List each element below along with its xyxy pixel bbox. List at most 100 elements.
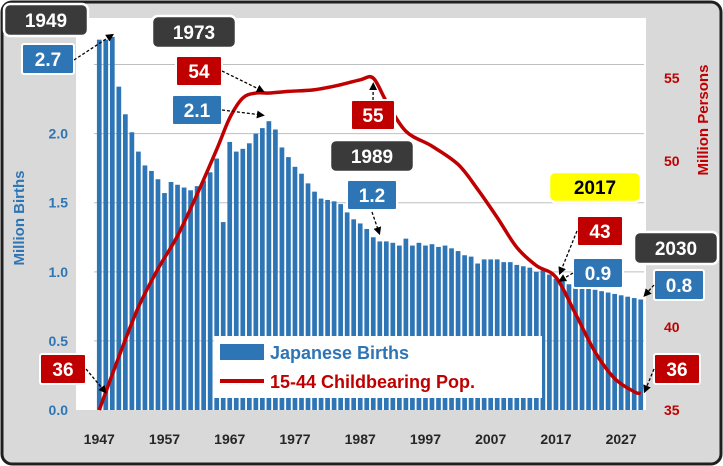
bar	[136, 151, 141, 410]
bar	[260, 128, 265, 411]
bar	[468, 256, 474, 410]
bar	[455, 251, 461, 410]
bar	[266, 121, 272, 410]
bar	[220, 222, 226, 410]
bar	[149, 170, 154, 410]
bar	[227, 141, 233, 410]
bar	[273, 129, 278, 410]
bar	[168, 182, 174, 410]
y-right-tick-label: 50	[664, 153, 680, 169]
bar	[566, 284, 572, 410]
bar	[155, 179, 161, 410]
callout-arrow	[643, 284, 655, 297]
bar	[318, 198, 324, 410]
callout-label: 1973	[173, 23, 215, 44]
bar	[599, 291, 604, 410]
callout-label: 54	[188, 62, 210, 83]
bar	[305, 183, 311, 410]
bar	[370, 237, 376, 410]
bar	[494, 259, 500, 410]
bar	[364, 228, 370, 410]
bar	[488, 259, 494, 410]
x-tick-label: 1997	[410, 431, 441, 447]
bar	[181, 187, 187, 410]
bar	[175, 184, 180, 410]
x-tick-label: 2007	[475, 431, 506, 447]
bar	[194, 186, 200, 410]
bar	[96, 39, 102, 410]
callout-label: 1989	[351, 147, 393, 168]
callout-label: 36	[666, 360, 687, 381]
bar	[436, 246, 441, 410]
bar	[351, 219, 357, 410]
bar	[383, 241, 389, 410]
callout-box	[21, 43, 75, 75]
callout-arrow	[85, 368, 107, 394]
callout-arrow	[558, 230, 578, 276]
callout-label: 2.1	[184, 101, 211, 122]
bar	[162, 193, 167, 410]
bar	[286, 157, 291, 410]
bar	[429, 244, 435, 410]
bar	[299, 173, 304, 410]
callout-label: 1.2	[359, 186, 385, 207]
x-tick-label: 1947	[84, 431, 115, 447]
y-left-tick-label: 1.0	[49, 264, 69, 280]
bar	[233, 151, 239, 410]
callouts: 1949 2.7 1973 54 2.1 55 1989 1.2 2017 43 0.9 2030 0.…	[2, 2, 720, 394]
legend-swatch-bar	[220, 344, 264, 360]
bar	[123, 114, 128, 411]
bar	[416, 242, 422, 410]
legend-label: Japanese Births	[270, 343, 409, 363]
y-right-axis-title: Million Persons	[695, 65, 712, 176]
callout-arrow	[221, 109, 265, 119]
y-left-tick-label: 2.0	[49, 126, 69, 142]
bar	[344, 212, 350, 410]
bar	[403, 238, 409, 410]
x-tick-label: 1967	[214, 431, 245, 447]
axes: 0.00.51.01.52.02.53540455055194719571967…	[11, 57, 712, 447]
bar	[103, 39, 109, 410]
bar	[618, 295, 624, 410]
y-left-tick-label: 1.5	[49, 195, 69, 211]
bar	[207, 172, 213, 410]
bar	[547, 274, 552, 410]
callout-label: 0.9	[585, 264, 611, 285]
bar	[553, 278, 559, 410]
bar	[442, 245, 448, 410]
legend-label: 15-44 Childbearing Pop.	[270, 372, 475, 392]
callout-box	[632, 230, 720, 266]
bar	[116, 86, 122, 411]
bar	[338, 204, 343, 410]
callout-label: 2017	[574, 178, 616, 199]
bar	[540, 270, 546, 410]
bar	[390, 242, 396, 410]
bar	[129, 132, 135, 410]
callout-label: 55	[362, 106, 384, 127]
bar	[410, 245, 415, 410]
bar	[625, 296, 631, 410]
y-right-tick-label: 35	[664, 402, 680, 418]
bar-series	[96, 36, 644, 411]
bar	[397, 245, 402, 410]
x-tick-label: 2027	[606, 431, 637, 447]
bar	[462, 255, 467, 410]
legend: Japanese Births 15-44 Childbearing Pop.	[214, 336, 542, 398]
bar	[312, 191, 317, 410]
bar	[423, 245, 428, 410]
callout-arrow	[558, 272, 574, 282]
bar	[331, 201, 337, 410]
bar	[214, 158, 220, 410]
x-tick-label: 1977	[279, 431, 310, 447]
callout-box	[328, 138, 416, 174]
x-tick-label: 1987	[345, 431, 376, 447]
callout-arrow	[643, 368, 655, 394]
callout-arrow	[371, 211, 382, 236]
bar	[201, 180, 206, 410]
y-left-tick-label: 0.0	[49, 402, 69, 418]
callout-label: 43	[589, 222, 610, 243]
callout-box	[346, 179, 398, 211]
bar	[377, 241, 383, 410]
callout-box	[150, 14, 238, 50]
